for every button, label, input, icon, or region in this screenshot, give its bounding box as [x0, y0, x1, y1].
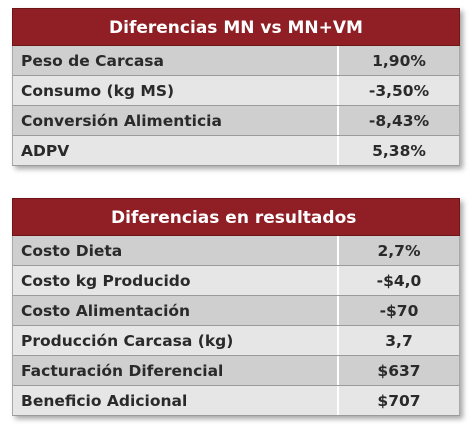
table-row: Consumo (kg MS) -3,50%	[12, 76, 460, 106]
row-value: -$4,0	[339, 266, 459, 295]
table-row: Producción Carcasa (kg) 3,7	[12, 326, 460, 356]
row-label: Producción Carcasa (kg)	[13, 326, 339, 355]
row-value: 3,7	[339, 326, 459, 355]
row-label: Facturación Diferencial	[13, 356, 339, 385]
table-row: Costo kg Producido -$4,0	[12, 266, 460, 296]
row-value: -3,50%	[339, 76, 459, 105]
row-value: $707	[339, 386, 459, 415]
row-label: Consumo (kg MS)	[13, 76, 339, 105]
row-value: -8,43%	[339, 106, 459, 135]
differences-in-results-table: Diferencias en resultados Costo Dieta 2,…	[12, 198, 460, 416]
table-row: Beneficio Adicional $707	[12, 386, 460, 416]
row-label: Conversión Alimenticia	[13, 106, 339, 135]
row-label: Peso de Carcasa	[13, 46, 339, 75]
row-value: 5,38%	[339, 136, 459, 165]
table-row: Conversión Alimenticia -8,43%	[12, 106, 460, 136]
row-label: Beneficio Adicional	[13, 386, 339, 415]
table-row: Facturación Diferencial $637	[12, 356, 460, 386]
row-value: $637	[339, 356, 459, 385]
table-header: Diferencias MN vs MN+VM	[12, 8, 460, 46]
row-label: ADPV	[13, 136, 339, 165]
table-header: Diferencias en resultados	[12, 198, 460, 236]
row-label: Costo kg Producido	[13, 266, 339, 295]
differences-mn-vs-mn-vm-table: Diferencias MN vs MN+VM Peso de Carcasa …	[12, 8, 460, 166]
table-row: Costo Dieta 2,7%	[12, 236, 460, 266]
table-row: Peso de Carcasa 1,90%	[12, 46, 460, 76]
row-value: 2,7%	[339, 236, 459, 265]
row-label: Costo Dieta	[13, 236, 339, 265]
row-value: -$70	[339, 296, 459, 325]
row-value: 1,90%	[339, 46, 459, 75]
table-row: ADPV 5,38%	[12, 136, 460, 166]
row-label: Costo Alimentación	[13, 296, 339, 325]
table-row: Costo Alimentación -$70	[12, 296, 460, 326]
